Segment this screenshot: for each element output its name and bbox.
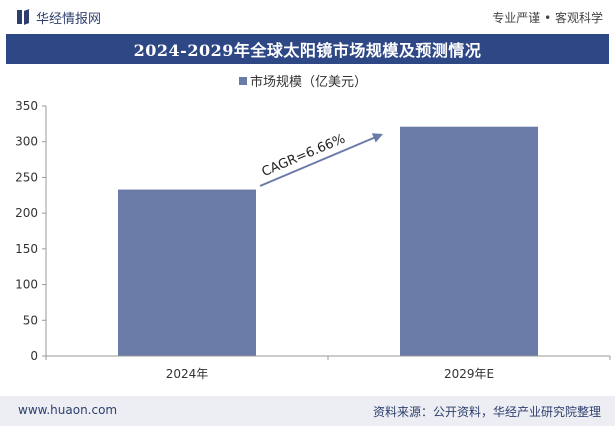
x-axis: 2024年 2029年E <box>45 355 611 381</box>
legend-label: 市场规模（亿美元） <box>250 74 367 90</box>
y-tick-label: 300 <box>15 135 38 149</box>
top-bar: 华经情报网 专业严谨 • 客观科学 <box>0 0 615 34</box>
cagr-annotation: CAGR=6.66% <box>259 132 383 187</box>
cagr-label: CAGR=6.66% <box>260 132 348 180</box>
legend-swatch <box>239 77 247 85</box>
y-axis: 0 50 100 150 200 250 300 350 <box>15 99 47 363</box>
cagr-arrow <box>259 135 378 187</box>
brand-name: 华经情报网 <box>36 11 102 27</box>
y-tick-label: 200 <box>15 206 38 220</box>
y-tick-label: 0 <box>30 349 38 363</box>
y-tick-label: 100 <box>15 278 38 292</box>
x-tick-label: 2029年E <box>444 367 494 381</box>
bar <box>400 126 538 356</box>
y-tick-label: 50 <box>23 313 38 327</box>
x-tick-label: 2024年 <box>166 367 209 381</box>
legend: 市场规模（亿美元） <box>239 74 367 90</box>
chart-title: 2024-2029年全球太阳镜市场规模及预测情况 <box>6 34 609 64</box>
source-note: 资料来源：公开资料，华经产业研究院整理 <box>372 405 601 419</box>
cagr-arrowhead <box>371 133 383 143</box>
footer: www.huaon.com 资料来源：公开资料，华经产业研究院整理 <box>0 396 615 426</box>
y-tick-label: 350 <box>15 99 38 113</box>
y-tick-label: 250 <box>15 170 38 184</box>
bar <box>118 189 256 356</box>
logo-icon <box>16 10 30 24</box>
slogan: 专业严谨 • 客观科学 <box>492 11 603 25</box>
y-tick-label: 150 <box>15 242 38 256</box>
brand: 华经情报网 <box>16 8 102 27</box>
website-link[interactable]: www.huaon.com <box>18 403 118 417</box>
bars <box>118 126 538 356</box>
